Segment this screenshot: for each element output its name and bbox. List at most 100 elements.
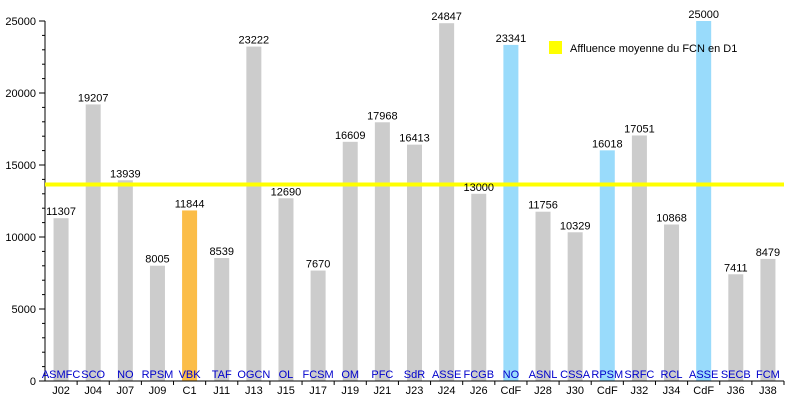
opponent-label: FCSM [303, 369, 334, 381]
value-label: 8539 [209, 246, 233, 258]
bar [182, 210, 198, 381]
value-label: 16609 [335, 130, 366, 142]
opponent-label: NO [117, 369, 134, 381]
value-label: 7670 [306, 259, 330, 271]
opponent-label: OL [279, 369, 294, 381]
value-label: 13939 [110, 168, 141, 180]
opponent-label: FCGB [463, 369, 494, 381]
value-label: 24847 [431, 11, 462, 23]
x-tick-label: J38 [759, 385, 777, 397]
x-tick-label: J30 [566, 385, 584, 397]
value-label: 16018 [592, 138, 623, 150]
x-tick-label: J07 [116, 385, 134, 397]
x-tick-label: J28 [534, 385, 552, 397]
x-tick-label: J15 [277, 385, 295, 397]
legend-swatch [549, 41, 562, 54]
opponent-labels: ASMFC SCO NO RPSM VBK TAF OGCN OL FCSM OM PFC SdR AS… [42, 369, 780, 381]
opponent-label: TAF [212, 369, 232, 381]
x-tick-label: J21 [373, 385, 391, 397]
y-tick-label: 10000 [5, 232, 36, 244]
value-label: 19207 [78, 92, 109, 104]
opponent-label: RPSM [591, 369, 623, 381]
bar [631, 135, 647, 381]
x-tick-label: J36 [727, 385, 745, 397]
opponent-label: RCL [661, 369, 683, 381]
value-label: 11307 [46, 206, 76, 218]
x-tick-label: CdF [501, 385, 522, 397]
bar [374, 122, 390, 381]
bar [342, 141, 358, 381]
x-tick-label: J02 [52, 385, 70, 397]
bar [310, 270, 326, 381]
bar [53, 218, 69, 381]
x-axis: J02 J04 J07 J09 C1 J11 J13 J15 J17 J19 J21 J23 J24 J2… [45, 380, 785, 397]
bar [214, 258, 230, 381]
bar [760, 258, 776, 381]
opponent-label: SRFC [624, 369, 654, 381]
legend-label: Affluence moyenne du FCN en D1 [570, 43, 737, 55]
x-tick-label: J04 [84, 385, 102, 397]
x-tick-label: J34 [663, 385, 681, 397]
value-label: 10329 [560, 220, 591, 232]
bar [85, 104, 101, 382]
bar [696, 21, 712, 381]
bar [117, 180, 133, 381]
x-tick-label: J13 [245, 385, 263, 397]
value-label: 23341 [496, 33, 527, 45]
y-tick-label: 0 [30, 376, 36, 388]
value-label: 23222 [239, 35, 270, 47]
opponent-label: SCO [81, 369, 105, 381]
value-label: 11844 [175, 198, 205, 210]
bar [439, 23, 455, 382]
value-label: 7411 [724, 262, 748, 274]
bar [664, 224, 680, 381]
value-label: 12690 [271, 186, 302, 198]
x-tick-label: J26 [470, 385, 488, 397]
x-tick-label: J17 [309, 385, 327, 397]
x-tick-label: J19 [341, 385, 359, 397]
opponent-label: OGCN [237, 369, 270, 381]
x-tick-label: J24 [438, 385, 456, 397]
opponent-label: SECB [721, 369, 751, 381]
x-tick-label: C1 [183, 385, 197, 397]
value-label: 8005 [145, 254, 169, 266]
opponent-label: FCM [756, 369, 780, 381]
x-tick-label: CdF [693, 385, 714, 397]
value-label: 11756 [528, 200, 558, 212]
bar [535, 211, 551, 381]
opponent-label: PFC [371, 369, 393, 381]
opponent-label: VBK [179, 369, 202, 381]
x-tick-label: CdF [597, 385, 618, 397]
bars [53, 21, 776, 382]
opponent-label: CSSA [560, 369, 591, 381]
value-label: 13000 [463, 182, 494, 194]
value-label: 8479 [756, 247, 780, 259]
bar [503, 44, 519, 382]
opponent-label: ASSE [689, 369, 718, 381]
value-label: 17051 [624, 123, 655, 135]
bar [407, 144, 422, 381]
opponent-label: ASNL [529, 369, 558, 381]
x-tick-label: J23 [406, 385, 424, 397]
value-label: 25000 [688, 9, 719, 21]
x-tick-label: J11 [213, 385, 230, 397]
opponent-label: OM [341, 369, 359, 381]
y-tick-label: 15000 [5, 160, 36, 172]
y-tick-label: 5000 [12, 304, 36, 316]
x-tick-label: J32 [631, 385, 649, 397]
y-axis: 0 5000 10000 15000 20000 25000 [5, 16, 46, 388]
value-label: 10868 [656, 213, 687, 225]
opponent-label: ASSE [432, 369, 461, 381]
opponent-label: NO [503, 369, 520, 381]
opponent-label: ASMFC [42, 369, 81, 381]
bar [149, 265, 165, 381]
bar [471, 193, 487, 381]
value-label: 17968 [367, 110, 398, 122]
x-tick-label: J09 [149, 385, 167, 397]
opponent-label: RPSM [142, 369, 174, 381]
opponent-label: SdR [404, 369, 425, 381]
legend: Affluence moyenne du FCN en D1 [549, 41, 737, 55]
y-tick-label: 25000 [5, 16, 36, 28]
bar [728, 274, 744, 381]
